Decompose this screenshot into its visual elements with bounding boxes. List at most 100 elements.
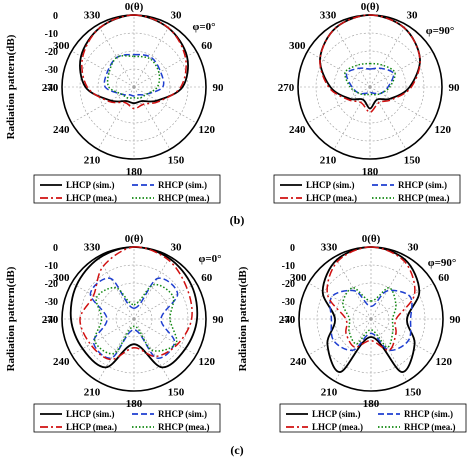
radial-tick-label: -40 [282, 315, 295, 326]
grid-spoke [370, 318, 434, 356]
series-curve-lhcp-sim- [69, 246, 199, 369]
angle-tick-label: 330 [84, 9, 101, 21]
angle-tick-label: 330 [320, 9, 337, 21]
angle-tick-label: 120 [435, 356, 452, 368]
angle-tick-label: 30 [408, 241, 420, 253]
legend-label: LHCP (sim.) [312, 409, 361, 419]
angle-tick-label: 240 [53, 124, 70, 136]
grid-spoke [369, 86, 433, 124]
angle-tick-label: 90 [213, 314, 225, 326]
y-axis-label: Radiation pattern(dB) [237, 266, 249, 371]
angle-tick-label: 120 [198, 356, 215, 368]
series-curve-rhcp-sim- [345, 67, 395, 95]
angle-tick-label: 60 [201, 40, 213, 52]
angle-tick-label: 210 [320, 155, 337, 167]
angle-tick-label: 270 [42, 82, 59, 94]
grid-spoke [333, 86, 371, 150]
legend-label: RHCP (mea.) [158, 193, 210, 203]
angle-tick-label: 30 [171, 9, 183, 21]
legend-label: LHCP (sim.) [66, 180, 115, 190]
angle-tick-label: 270 [279, 314, 296, 326]
angle-tick-label: 240 [53, 356, 70, 368]
grid-spoke [133, 256, 171, 320]
radial-tick-label: 0 [290, 243, 295, 254]
angle-tick-label: 270 [42, 314, 59, 326]
angle-tick-label: 240 [289, 124, 306, 136]
legend-label: RHCP (mea.) [398, 193, 450, 203]
legend-label: RHCP (sim.) [398, 180, 447, 190]
legend-label: RHCP (sim.) [158, 409, 207, 419]
angle-tick-label: 120 [434, 124, 451, 136]
grid-spoke [370, 256, 408, 320]
panel-title: φ=90° [426, 25, 455, 37]
panel-title: φ=90° [428, 257, 457, 269]
grid-spoke [369, 86, 407, 150]
y-axis-label: Radiation pattern(dB) [5, 266, 17, 371]
series-curve-lhcp-mea- [81, 14, 187, 110]
series-curve-lhcp-mea- [79, 246, 193, 361]
radial-tick-label: -20 [45, 47, 58, 58]
series-curve-rhcp-mea- [106, 55, 161, 99]
radial-tick-label: -40 [45, 83, 58, 94]
legend-label: RHCP (mea.) [158, 422, 210, 432]
grid-spoke [308, 282, 372, 320]
angle-tick-label: 90 [449, 82, 461, 94]
grid-spoke [308, 318, 372, 356]
grid-spoke [133, 24, 171, 88]
angle-tick-label: 90 [213, 82, 225, 94]
legend-label: LHCP (mea.) [66, 422, 117, 432]
series-curve-rhcp-mea- [344, 62, 396, 96]
angle-tick-label: 210 [84, 155, 101, 167]
theta-zero-label: 0(θ) [125, 233, 144, 245]
angle-tick-label: 180 [126, 166, 143, 178]
angle-tick-label: 60 [438, 272, 450, 284]
angle-tick-label: 330 [321, 241, 338, 253]
angle-tick-label: 150 [404, 155, 421, 167]
radial-tick-label: -20 [45, 279, 58, 290]
panel-title: φ=0° [192, 21, 215, 33]
legend-label: LHCP (mea.) [306, 193, 357, 203]
grid-spoke [97, 86, 135, 150]
angle-tick-label: 60 [201, 272, 213, 284]
series-curve-rhcp-sim- [103, 53, 165, 97]
series-curve-lhcp-sim- [321, 246, 421, 373]
chart-panel-b-right: 30 90 120 150 180 210 240 270 300 330 0(θ) φ=90° LHC… [273, 1, 461, 204]
legend-label: LHCP (sim.) [306, 180, 355, 190]
angle-tick-label: 150 [405, 387, 422, 399]
theta-zero-label: 0(θ) [361, 1, 380, 13]
angle-tick-label: 210 [321, 387, 338, 399]
grid-spoke [71, 282, 135, 320]
grid-spoke [369, 24, 407, 88]
radial-tick-label: -30 [282, 297, 295, 308]
legend-label: LHCP (sim.) [66, 409, 115, 419]
angle-tick-label: 300 [290, 272, 307, 284]
theta-zero-label: 0(θ) [125, 1, 144, 13]
series-curve-lhcp-sim- [79, 14, 189, 105]
radial-tick-label: -30 [45, 65, 58, 76]
chart-panel-c-right: 3060901201501802102402703003300(θ)0-10-2… [237, 233, 467, 433]
radial-tick-label: -40 [45, 315, 58, 326]
legend-label: RHCP (sim.) [158, 180, 207, 190]
grid-spoke [333, 24, 371, 88]
angle-tick-label: 30 [407, 9, 419, 21]
series-curve-lhcp-mea- [319, 14, 421, 113]
angle-tick-label: 120 [198, 124, 215, 136]
series-curve-rhcp-sim- [89, 277, 179, 359]
angle-tick-label: 150 [168, 155, 185, 167]
theta-zero-label: 0(θ) [362, 233, 381, 245]
angle-tick-label: 180 [362, 166, 379, 178]
radial-tick-label: 0 [53, 11, 58, 22]
grid-spoke [334, 256, 372, 320]
angle-tick-label: 330 [84, 241, 101, 253]
grid-spoke [133, 86, 171, 150]
grid-spoke [97, 318, 135, 382]
angle-tick-label: 90 [450, 314, 462, 326]
radial-tick-label: 0 [53, 243, 58, 254]
angle-tick-label: 30 [171, 241, 183, 253]
legend-label: RHCP (mea.) [404, 422, 456, 432]
grid-spoke [369, 50, 433, 88]
grid-spoke [71, 50, 135, 88]
angle-tick-label: 270 [278, 82, 295, 94]
grid-spoke [370, 282, 434, 320]
